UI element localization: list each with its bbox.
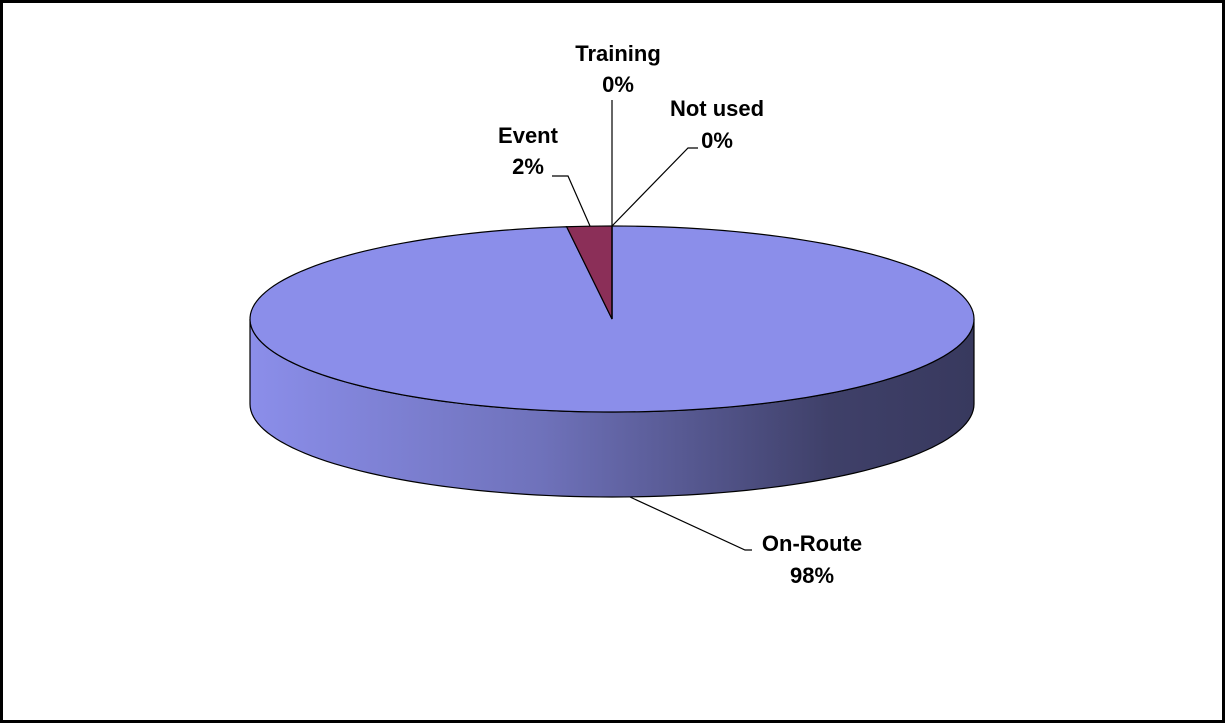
data-label-value: 0% [701, 128, 733, 153]
data-label-value: 98% [790, 563, 834, 588]
leader-line [629, 496, 752, 551]
data-label-value: 0% [602, 72, 634, 97]
data-label-name: On-Route [762, 531, 862, 556]
data-label-name: Event [498, 123, 559, 148]
data-label-value: 2% [512, 154, 544, 179]
leader-line [611, 147, 698, 227]
data-label-name: Training [575, 41, 661, 66]
leader-line [552, 175, 591, 227]
data-label-name: Not used [670, 96, 764, 121]
